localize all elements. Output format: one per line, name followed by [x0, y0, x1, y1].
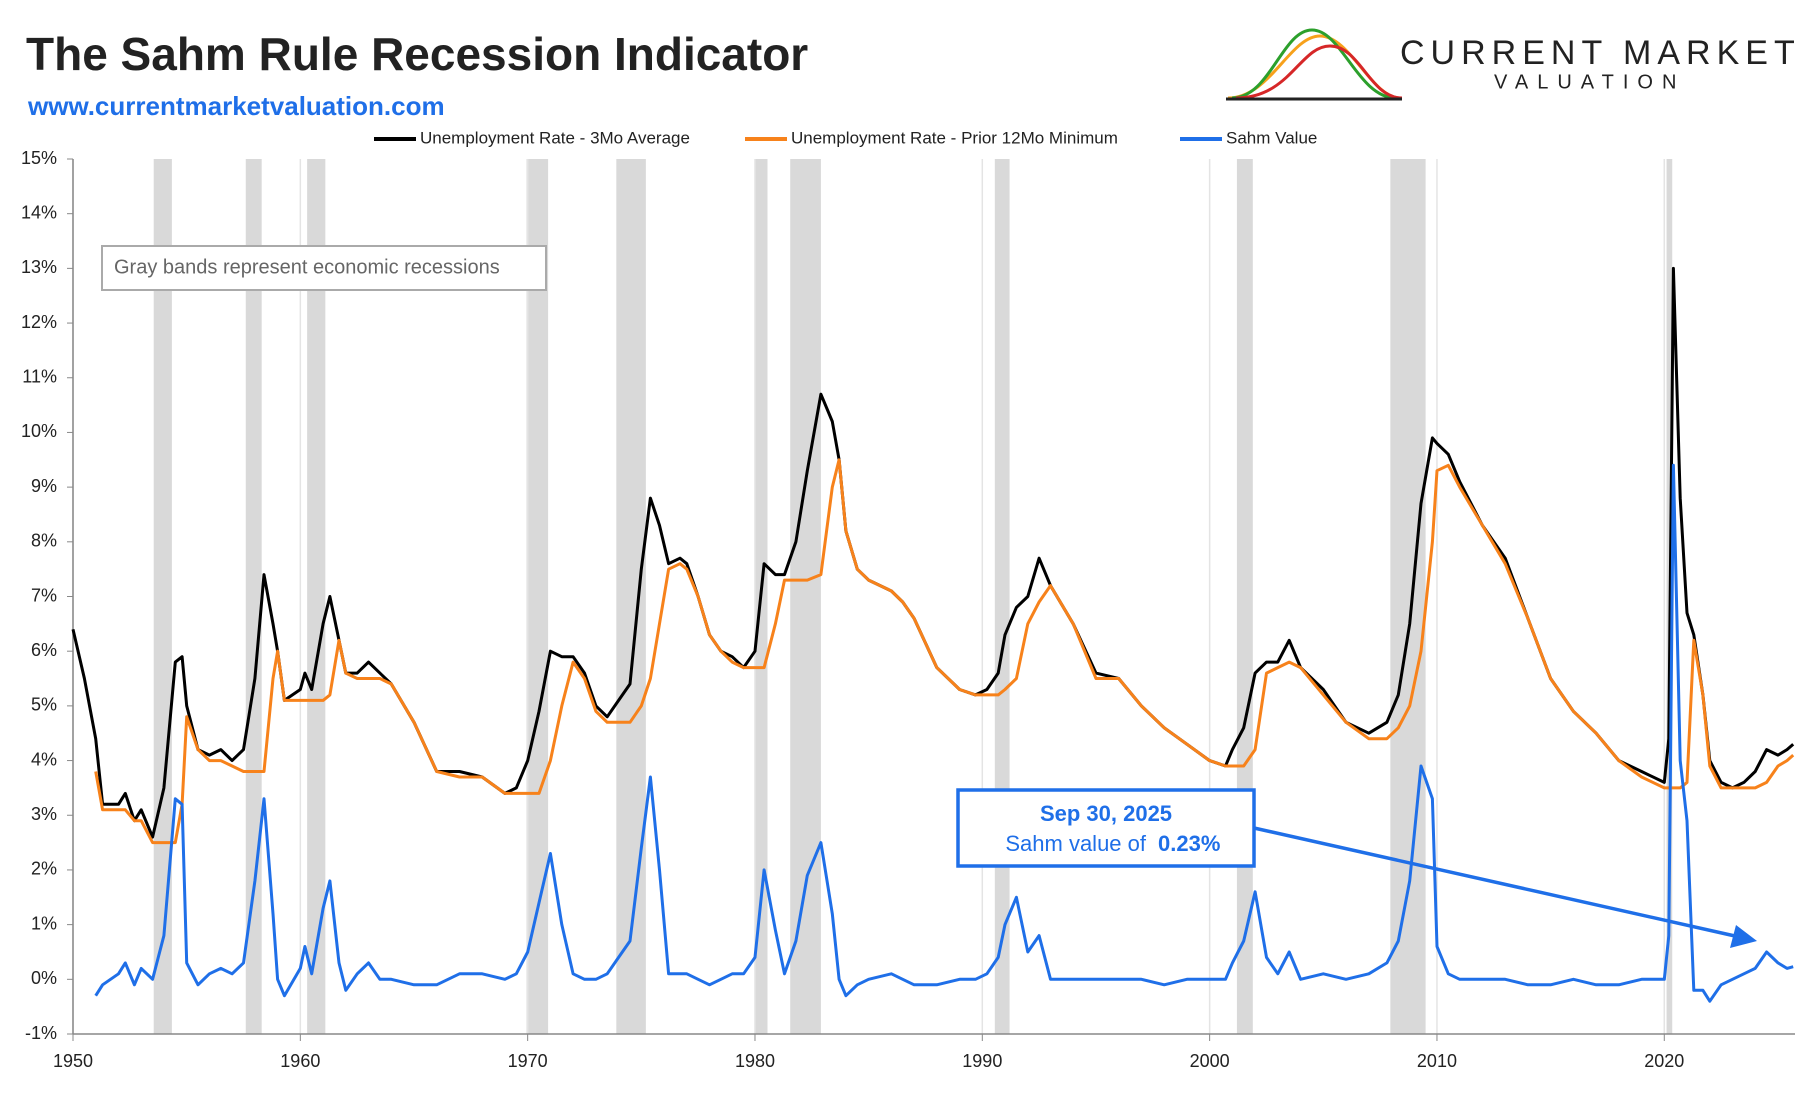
- annotation-arrow: [1253, 826, 1736, 938]
- logo-text: VALUATION: [1494, 71, 1685, 93]
- recession-band: [616, 159, 646, 1034]
- recession-band: [994, 159, 1010, 1034]
- recession-band: [307, 159, 326, 1034]
- recession-band: [1236, 159, 1253, 1034]
- note-text: Gray bands represent economic recessions: [114, 256, 500, 278]
- y-tick-label: 9%: [31, 476, 57, 496]
- legend-label: Unemployment Rate - Prior 12Mo Minimum: [791, 128, 1118, 147]
- y-tick-label: 15%: [21, 148, 57, 168]
- x-tick-label: 2010: [1417, 1051, 1457, 1071]
- x-tick-label: 1980: [735, 1051, 775, 1071]
- x-tick-label: 1950: [53, 1051, 93, 1071]
- y-tick-label: 2%: [31, 859, 57, 879]
- annotation-text: Sahm value of: [1005, 831, 1147, 856]
- logo-curve: [1231, 28, 1397, 100]
- chart-subtitle: www.currentmarketvaluation.com: [27, 91, 445, 121]
- annotation-date: Sep 30, 2025: [1040, 801, 1172, 826]
- annotation-box: [956, 788, 1256, 868]
- y-tick-label: 14%: [21, 202, 57, 222]
- x-tick-label: 1990: [962, 1051, 1002, 1071]
- logo-curve: [1235, 44, 1403, 100]
- series-line: [71, 266, 1795, 839]
- y-tick-label: 13%: [21, 257, 57, 277]
- y-tick-label: -1%: [25, 1023, 57, 1043]
- annotation: Sep 30, 2025 Sahm value of 0.23%: [956, 788, 1757, 948]
- logo-text: CURRENT MARKET: [1400, 34, 1801, 72]
- y-tick-label: 8%: [31, 531, 57, 551]
- recession-band: [1390, 159, 1426, 1034]
- y-tick-label: 10%: [21, 421, 57, 441]
- annotation-arrowhead: [1730, 925, 1757, 948]
- series-line: [94, 463, 1794, 1003]
- legend-label: Unemployment Rate - 3Mo Average: [420, 128, 690, 147]
- legend-label: Sahm Value: [1226, 128, 1317, 147]
- recession-band: [790, 159, 821, 1034]
- chart-title: The Sahm Rule Recession Indicator: [26, 28, 808, 80]
- recession-band: [526, 159, 549, 1034]
- y-tick-label: 7%: [31, 585, 57, 605]
- y-tick-label: 3%: [31, 804, 57, 824]
- y-tick-label: 1%: [31, 913, 57, 933]
- y-tick-label: 0%: [31, 968, 57, 988]
- logo: CURRENT MARKET VALUATION: [1226, 28, 1801, 101]
- x-tick-label: 2000: [1190, 1051, 1230, 1071]
- note-box: [101, 245, 547, 291]
- annotation-value: 0.23%: [1158, 831, 1220, 856]
- x-tick-label: 1960: [280, 1051, 320, 1071]
- y-tick-label: 11%: [22, 367, 57, 387]
- series-line: [94, 458, 1795, 845]
- x-tick-label: 2020: [1644, 1051, 1684, 1071]
- plot-area: 1950 1960 1970 1980 1990 2000 2010 2020 -1% 0% 1% 2…: [21, 148, 1795, 1071]
- y-tick-label: 6%: [31, 640, 57, 660]
- x-tick-label: 1970: [508, 1051, 548, 1071]
- y-tick-label: 5%: [31, 695, 57, 715]
- recession-band: [245, 159, 262, 1034]
- y-tick-label: 12%: [21, 312, 57, 332]
- y-tick-label: 4%: [31, 749, 57, 769]
